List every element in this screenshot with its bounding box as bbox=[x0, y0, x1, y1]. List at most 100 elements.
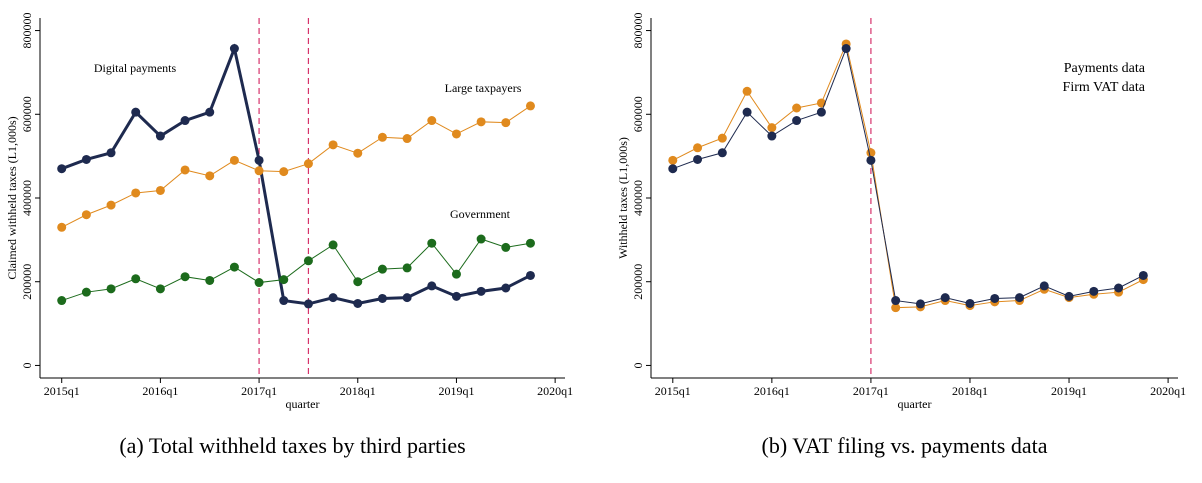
point bbox=[353, 298, 363, 308]
point bbox=[180, 272, 190, 282]
point bbox=[279, 167, 289, 177]
point bbox=[229, 44, 239, 54]
point bbox=[377, 132, 387, 142]
x-tick-label: 2020q1 bbox=[537, 384, 573, 398]
series-label: Digital payments bbox=[94, 61, 177, 75]
point bbox=[525, 238, 535, 248]
point bbox=[81, 210, 91, 220]
x-tick-label: 2015q1 bbox=[44, 384, 80, 398]
point bbox=[693, 143, 703, 153]
y-tick-label: 400000 bbox=[20, 180, 34, 216]
point bbox=[866, 155, 876, 165]
point bbox=[155, 284, 165, 294]
series-label: Payments data bbox=[1064, 61, 1146, 76]
x-tick-label: 2016q1 bbox=[142, 384, 178, 398]
point bbox=[205, 171, 215, 181]
point bbox=[501, 242, 511, 252]
point bbox=[279, 296, 289, 306]
point bbox=[328, 140, 338, 150]
y-tick-label: 600000 bbox=[20, 96, 34, 132]
point bbox=[180, 116, 190, 126]
point bbox=[717, 133, 727, 143]
point bbox=[131, 188, 141, 198]
point bbox=[1114, 283, 1124, 293]
point bbox=[915, 299, 925, 309]
point bbox=[668, 164, 678, 174]
point bbox=[106, 284, 116, 294]
point bbox=[131, 107, 141, 117]
point bbox=[693, 154, 703, 164]
x-tick-label: 2019q1 bbox=[438, 384, 474, 398]
y-tick-label: 200000 bbox=[631, 264, 645, 300]
point bbox=[792, 116, 802, 126]
point bbox=[328, 240, 338, 250]
point bbox=[525, 101, 535, 111]
point bbox=[767, 123, 777, 133]
point bbox=[254, 166, 264, 176]
point bbox=[717, 148, 727, 158]
point bbox=[402, 134, 412, 144]
y-axis-title: Claimed withheld taxes (L1,000s) bbox=[5, 116, 19, 279]
point bbox=[377, 264, 387, 274]
point bbox=[891, 296, 901, 306]
point bbox=[328, 293, 338, 303]
point bbox=[501, 283, 511, 293]
series-label: Government bbox=[450, 207, 511, 221]
point bbox=[402, 263, 412, 273]
y-tick-label: 800000 bbox=[20, 13, 34, 49]
point bbox=[57, 296, 67, 306]
y-tick-label: 0 bbox=[20, 362, 34, 368]
point bbox=[303, 299, 313, 309]
point bbox=[106, 148, 116, 158]
point bbox=[767, 131, 777, 141]
point bbox=[279, 275, 289, 285]
point bbox=[155, 131, 165, 141]
point bbox=[1015, 293, 1025, 303]
point bbox=[131, 274, 141, 284]
x-tick-label: 2017q1 bbox=[241, 384, 277, 398]
y-tick-label: 200000 bbox=[20, 264, 34, 300]
x-tick-label: 2018q1 bbox=[952, 384, 988, 398]
point bbox=[476, 117, 486, 127]
y-tick-label: 400000 bbox=[631, 180, 645, 216]
point bbox=[451, 269, 461, 279]
point bbox=[476, 286, 486, 296]
series-label: Firm VAT data bbox=[1063, 80, 1146, 95]
point bbox=[841, 44, 851, 54]
point bbox=[990, 293, 1000, 303]
point bbox=[155, 185, 165, 195]
x-tick-label: 2015q1 bbox=[655, 384, 691, 398]
point bbox=[891, 303, 901, 313]
point bbox=[940, 293, 950, 303]
point bbox=[816, 107, 826, 117]
point bbox=[57, 222, 67, 232]
point bbox=[303, 159, 313, 169]
point bbox=[427, 238, 437, 248]
point bbox=[81, 154, 91, 164]
x-tick-label: 2016q1 bbox=[754, 384, 790, 398]
point bbox=[229, 155, 239, 165]
point bbox=[427, 116, 437, 126]
point bbox=[254, 155, 264, 165]
point bbox=[792, 103, 802, 113]
point bbox=[668, 155, 678, 165]
point bbox=[254, 278, 264, 288]
point bbox=[476, 234, 486, 244]
x-tick-label: 2020q1 bbox=[1150, 384, 1186, 398]
point bbox=[106, 200, 116, 210]
x-tick-label: 2019q1 bbox=[1051, 384, 1087, 398]
point bbox=[1089, 286, 1099, 296]
point bbox=[402, 293, 412, 303]
x-tick-label: 2017q1 bbox=[853, 384, 889, 398]
y-axis-title: Withheld taxes (L1,000s) bbox=[616, 137, 630, 259]
point bbox=[1039, 281, 1049, 291]
x-tick-label: 2018q1 bbox=[340, 384, 376, 398]
series-label: Large taxpayers bbox=[445, 81, 522, 95]
point bbox=[377, 293, 387, 303]
x-axis-title: quarter bbox=[286, 397, 320, 411]
point bbox=[353, 148, 363, 158]
y-tick-label: 600000 bbox=[631, 96, 645, 132]
point bbox=[525, 270, 535, 280]
